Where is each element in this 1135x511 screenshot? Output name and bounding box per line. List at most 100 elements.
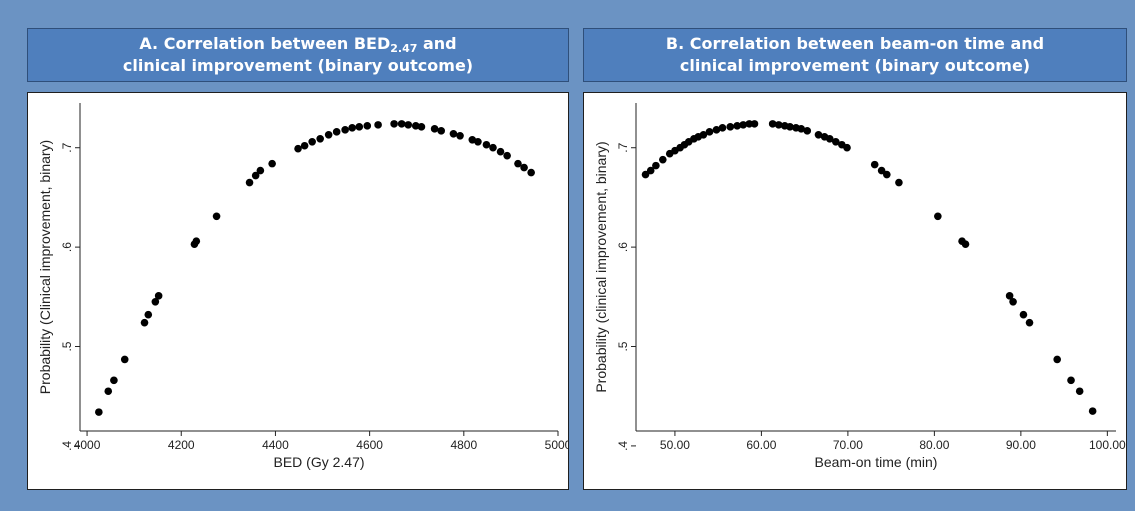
- chart-b-data-point: [843, 143, 851, 152]
- chart-b-data-point: [797, 125, 805, 133]
- chart-b-data-point: [877, 166, 886, 175]
- chart-b-data-point: [768, 120, 777, 128]
- chart-a-data-point: [120, 355, 129, 364]
- chart-a-data-point: [300, 141, 309, 150]
- chart-a-data-point: [251, 171, 260, 180]
- chart-a-y-tick-label: .4: [60, 441, 74, 451]
- chart-b-data-point: [705, 128, 714, 136]
- chart-b-data-point: [895, 178, 903, 187]
- chart-b-data-point: [646, 166, 655, 175]
- chart-a-data-point: [316, 134, 324, 143]
- chart-b-data-point: [718, 124, 727, 132]
- chart-b-data-point: [1067, 376, 1075, 385]
- chart-a-data-point: [474, 137, 482, 146]
- chart-b-x-tick-label: 50.00: [660, 438, 690, 452]
- chart-a-x-tick-label: 4400: [262, 438, 289, 452]
- chart-a-data-point: [482, 140, 491, 149]
- chart-b-data-point: [1053, 355, 1061, 364]
- chart-a-y-axis-label: Probability (Clinical improvement, binar…: [37, 140, 53, 394]
- chart-a-data-point: [397, 120, 406, 128]
- chart-b-x-tick-label: 80.00: [919, 438, 949, 452]
- chart-b-y-tick-label: .7: [616, 142, 630, 152]
- chart-a-x-tick-label: 4800: [450, 438, 477, 452]
- chart-a-frame: 4000 4200 4400 4600 4800 5000 .4 .5 .6 .7 BED (Gy …: [27, 92, 572, 490]
- chart-b-data-point: [1005, 292, 1014, 300]
- chart-a-data-point: [496, 147, 505, 156]
- chart-a-x-tick-label: 4600: [356, 438, 383, 452]
- chart-b-y-axis-label: Probability (clinical improvement, binar…: [593, 141, 609, 392]
- chart-b-data-point: [712, 126, 721, 134]
- chart-a-x-tick-label: 4000: [74, 438, 101, 452]
- chart-b-x-tick-label: 90.00: [1006, 438, 1036, 452]
- chart-a-data-point: [151, 297, 160, 306]
- chart-a-data-point: [430, 125, 439, 133]
- chart-b-x-tick-label: 70.00: [833, 438, 863, 452]
- chart-b-data-point: [786, 123, 794, 131]
- chart-a-data-point: [256, 166, 265, 175]
- chart-b-data-point: [1088, 407, 1097, 415]
- chart-a-data-point: [110, 376, 118, 385]
- chart-b-data-point: [739, 121, 748, 129]
- chart-b-data-point: [870, 160, 879, 169]
- panel-b-title: B. Correlation between beam-on time and …: [583, 28, 1127, 82]
- panel-b-title-line2: clinical improvement (binary outcome): [679, 56, 1031, 75]
- chart-b-data-point: [961, 240, 970, 248]
- chart-a-svg: 4000 4200 4400 4600 4800 5000 .4 .5 .6 .7 BED (Gy …: [37, 103, 572, 470]
- chart-a-data-point: [503, 151, 511, 160]
- chart-a-x-axis-label: BED (Gy 2.47): [273, 454, 364, 470]
- chart-b-data-point: [814, 131, 823, 139]
- panel-b-title-line1: B. Correlation between beam-on time and: [665, 34, 1045, 53]
- chart-a-data-point: [341, 126, 349, 134]
- chart-a-data-point: [514, 159, 522, 168]
- chart-b-data-point: [1019, 310, 1028, 319]
- chart-a-data-point: [154, 292, 163, 300]
- chart-b-data-point: [652, 161, 660, 170]
- panel-a-title-subscript: 2.47: [390, 42, 418, 55]
- chart-a-y-tick-label: .6: [60, 242, 74, 252]
- chart-b-svg: 50.00 60.00 70.00 80.00 90.00 100.00 .4 .5 .6 .7 B…: [593, 103, 1126, 470]
- chart-a-data-point: [192, 237, 201, 245]
- chart-a-data-point: [95, 408, 103, 416]
- panel-a-title-line1: A. Correlation between BED2.47 and: [28, 33, 568, 55]
- chart-a-data-point: [527, 168, 535, 177]
- chart-a-data-point: [268, 159, 276, 168]
- chart-b-data-point: [699, 131, 708, 139]
- chart-a-data-point: [390, 120, 398, 128]
- chart-a-y-tick-label: .7: [60, 142, 74, 152]
- chart-a-data-point: [411, 122, 420, 130]
- panel-a-title-line2: clinical improvement (binary outcome): [122, 56, 474, 75]
- chart-b-frame: 50.00 60.00 70.00 80.00 90.00 100.00 .4 .5 .6 .7 B…: [583, 92, 1127, 490]
- chart-b-data-point: [883, 170, 891, 179]
- chart-a-y-tick-label: .5: [60, 341, 74, 351]
- chart-a-x-tick-label: 4200: [168, 438, 195, 452]
- chart-b-data-point: [1075, 387, 1084, 396]
- chart-b-data-point: [659, 155, 667, 164]
- chart-a-data-point: [404, 121, 413, 129]
- chart-a-data-point: [374, 121, 382, 129]
- panel-a-title-text-end: and: [417, 34, 457, 53]
- chart-b-data-point: [726, 123, 735, 131]
- chart-a-x-tick-label: 5000: [545, 438, 568, 452]
- chart-a-data-point: [449, 130, 458, 138]
- chart-b-x-tick-label: 60.00: [746, 438, 776, 452]
- chart-b-data-point: [934, 212, 942, 221]
- chart-a-data-point: [417, 123, 426, 131]
- chart-b-data-point: [750, 120, 759, 128]
- chart-a-data-point: [348, 124, 357, 132]
- chart-a-data-point: [104, 387, 113, 396]
- chart-a-data-point: [437, 127, 446, 135]
- chart-a-data-point: [324, 131, 333, 139]
- chart-b-x-axis-label: Beam-on time (min): [815, 454, 938, 470]
- chart-b-data-point: [825, 134, 834, 143]
- chart-b-y-tick-label: .5: [616, 341, 630, 351]
- chart-a-data-point: [144, 310, 153, 319]
- chart-b-data-point: [1025, 318, 1034, 327]
- chart-a-data-point: [520, 163, 528, 172]
- chart-a-data-point: [245, 178, 254, 187]
- chart-a-data-point: [212, 212, 221, 221]
- chart-a-data-point: [489, 143, 497, 152]
- chart-a-data-point: [140, 318, 149, 327]
- chart-b-y-tick-label: .6: [616, 242, 630, 252]
- chart-b-y-tick-label: .4: [616, 441, 630, 451]
- chart-b-data-point: [831, 137, 840, 146]
